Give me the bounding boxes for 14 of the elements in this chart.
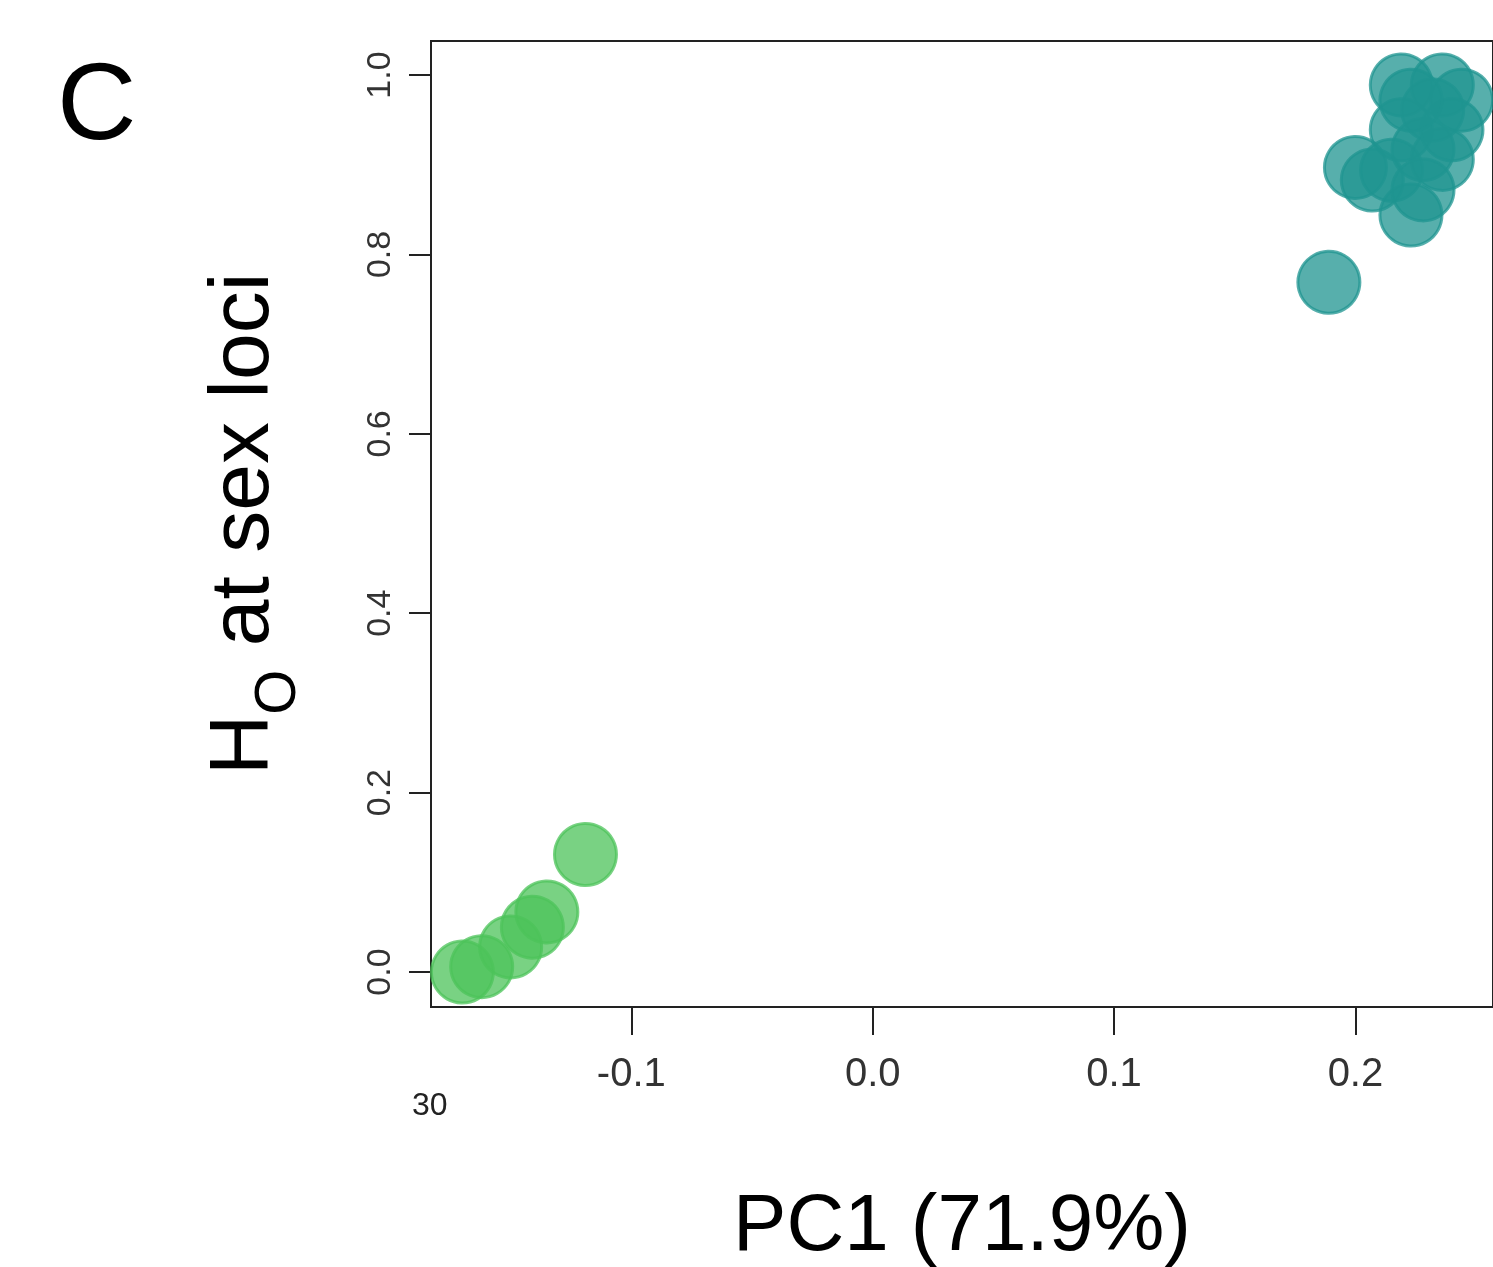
chart-title: C (57, 38, 137, 162)
y-tick-label: 0.6 (359, 410, 397, 458)
x-tick-label: -0.1 (596, 1050, 666, 1094)
x-tick-label: 0.0 (844, 1050, 901, 1094)
x-axis-title: PC1 (71.9%) (733, 1177, 1191, 1267)
text: 30 (412, 1086, 448, 1122)
x-tick-label: 0.1 (1086, 1050, 1142, 1094)
y-axis-title: HO at sex loci (192, 272, 307, 776)
y-tick-label: 1.0 (359, 51, 397, 99)
x-tick-label: 0.2 (1327, 1050, 1384, 1094)
y-tick-label: 0.8 (359, 230, 397, 279)
y-tick-label: 0.4 (359, 589, 397, 637)
y-tick-label: 0.0 (359, 948, 397, 996)
y-tick-label: 0.2 (359, 769, 397, 817)
